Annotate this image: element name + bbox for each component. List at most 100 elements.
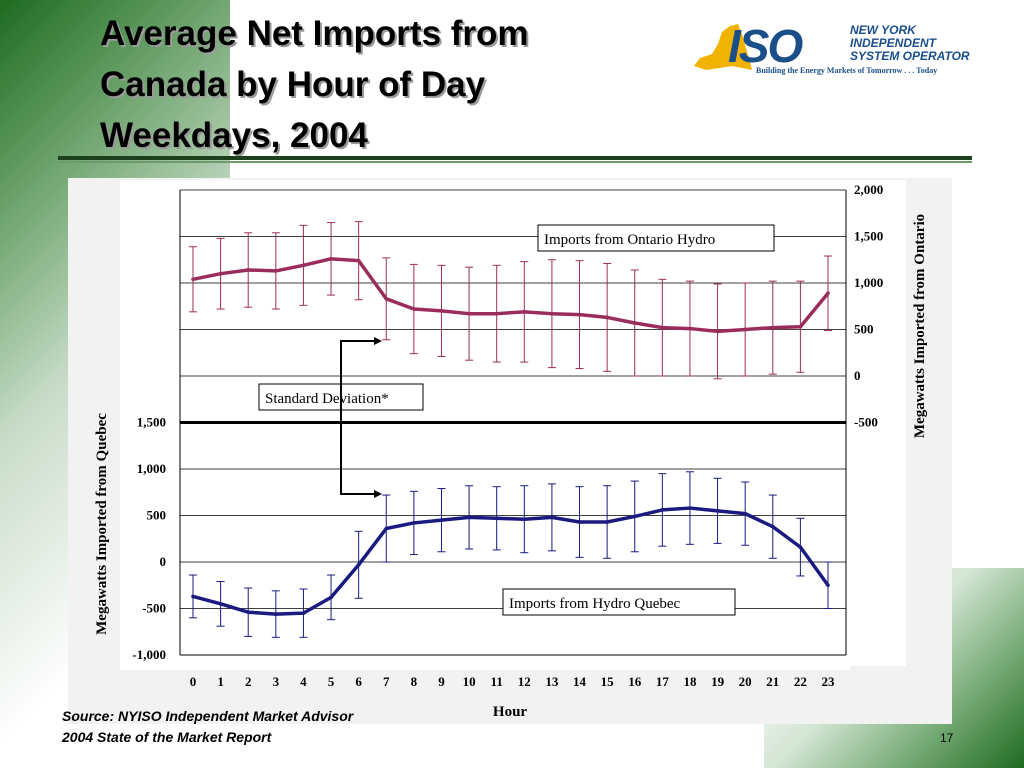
quebec-series-label: Imports from Hydro Quebec <box>509 596 681 612</box>
std-dev-arrow-bottom <box>374 490 382 498</box>
x-axis-tick-label: 9 <box>438 674 445 689</box>
quebec-data-point <box>550 515 554 520</box>
source-line-1: Source: NYISO Independent Market Advisor <box>62 708 354 724</box>
ontario-data-point <box>384 297 389 301</box>
ontario-data-point <box>301 263 306 268</box>
ontario-data-point <box>274 269 278 273</box>
x-axis-tick-label: 0 <box>190 674 197 689</box>
quebec-data-point <box>384 526 389 531</box>
x-axis-tick-label: 19 <box>711 674 725 689</box>
x-axis-tick-label: 13 <box>545 674 559 689</box>
quebec-data-point <box>660 508 665 512</box>
ontario-data-point <box>660 325 665 330</box>
x-axis-tick-label: 23 <box>822 674 836 689</box>
title-line-2: Canada by Hour of Day <box>100 65 486 104</box>
left-axis-tick-label: 500 <box>147 508 167 523</box>
x-axis-tick-label: 12 <box>518 674 531 689</box>
logo-name-line-3: SYSTEM OPERATOR <box>850 49 970 63</box>
std-dev-arrow-top <box>374 337 382 345</box>
ontario-data-point <box>218 271 223 276</box>
ontario-series-line <box>192 257 830 334</box>
x-axis-tick-label: 21 <box>766 674 779 689</box>
ontario-data-point <box>356 258 361 263</box>
ontario-data-point <box>412 307 416 311</box>
quebec-data-point <box>246 610 251 615</box>
quebec-data-point <box>218 602 223 606</box>
ontario-data-point <box>743 327 747 332</box>
ontario-data-point <box>191 277 195 282</box>
std-dev-label: Standard Deviation* <box>265 391 389 407</box>
ontario-data-point <box>770 325 775 330</box>
x-axis-tick-label: 15 <box>601 674 615 689</box>
x-axis-tick-label: 20 <box>739 674 752 689</box>
ontario-data-point <box>826 291 830 296</box>
right-axis-title: Megawatts Imported from Ontario <box>912 214 928 438</box>
ontario-data-point <box>329 257 333 261</box>
quebec-series-line <box>192 506 830 616</box>
ontario-data-point <box>577 312 582 317</box>
quebec-data-point <box>494 516 499 521</box>
x-axis-tick-label: 3 <box>273 674 280 689</box>
source-note: Source: NYISO Independent Market Advisor… <box>62 706 353 748</box>
ontario-data-point <box>632 321 637 325</box>
quebec-data-point <box>274 612 278 616</box>
x-axis-tick-label: 16 <box>628 674 642 689</box>
x-axis-tick-label: 14 <box>573 674 587 689</box>
title-divider <box>58 156 972 160</box>
x-axis-tick-label: 17 <box>656 674 670 689</box>
quebec-data-point <box>412 521 416 525</box>
right-axis-tick-label: 2,000 <box>854 182 883 197</box>
ontario-data-point <box>522 310 527 314</box>
quebec-data-point <box>743 511 747 516</box>
quebec-data-point <box>301 611 306 615</box>
logo-tagline: Building the Energy Markets of Tomorrow … <box>756 66 937 75</box>
left-axis-tick-label: -1,000 <box>132 647 166 662</box>
title-divider-shadow <box>58 161 972 163</box>
left-axis-title: Megawatts Imported from Quebec <box>94 413 110 635</box>
left-axis-tick-label: -500 <box>142 601 166 616</box>
ontario-data-point <box>467 311 471 316</box>
title-line-1: Average Net Imports from <box>100 14 529 53</box>
x-axis-tick-label: 1 <box>217 674 224 689</box>
quebec-data-point <box>688 506 692 510</box>
x-axis-tick-label: 7 <box>383 674 390 689</box>
quebec-data-point <box>770 524 775 529</box>
right-axis-tick-label: -500 <box>854 415 878 430</box>
right-axis-panel <box>846 180 906 666</box>
left-axis-tick-label: 0 <box>160 554 167 569</box>
ontario-data-point <box>715 329 720 334</box>
x-axis-tick-label: 10 <box>463 674 476 689</box>
ontario-data-point <box>439 309 444 313</box>
std-dev-pointer <box>340 340 380 495</box>
quebec-data-point <box>826 583 830 588</box>
right-axis-tick-label: 1,000 <box>854 275 883 290</box>
quebec-data-point <box>798 545 803 549</box>
quebec-data-point <box>467 515 471 520</box>
logo-mark-text: ISO <box>728 20 803 72</box>
ontario-data-point <box>798 324 803 329</box>
source-line-2: 2004 State of the Market Report <box>62 729 272 745</box>
quebec-data-point <box>632 514 637 519</box>
right-axis-tick-label: 500 <box>854 322 874 337</box>
ontario-data-point <box>246 268 251 272</box>
right-axis-tick-label: 1,500 <box>854 229 883 244</box>
x-axis-title: Hour <box>493 704 528 720</box>
x-axis-tick-label: 18 <box>683 674 697 689</box>
quebec-data-point <box>356 562 361 567</box>
ontario-data-point <box>688 326 692 331</box>
x-axis-tick-label: 4 <box>300 674 307 689</box>
ontario-data-point <box>550 311 554 316</box>
nyiso-logo: ISO NEW YORK INDEPENDENT SYSTEM OPERATOR… <box>694 20 970 75</box>
x-axis-tick-label: 5 <box>328 674 335 689</box>
ontario-data-point <box>605 315 609 320</box>
ontario-series-label: Imports from Ontario Hydro <box>544 232 715 248</box>
left-axis-tick-label: 1,000 <box>137 461 166 476</box>
quebec-data-point <box>191 594 195 599</box>
quebec-data-point <box>605 520 609 524</box>
x-axis-tick-label: 22 <box>794 674 807 689</box>
plot-area <box>120 180 850 670</box>
quebec-label-box <box>502 588 736 616</box>
x-axis-tick-label: 6 <box>355 674 362 689</box>
page-number: 17 <box>940 731 954 745</box>
